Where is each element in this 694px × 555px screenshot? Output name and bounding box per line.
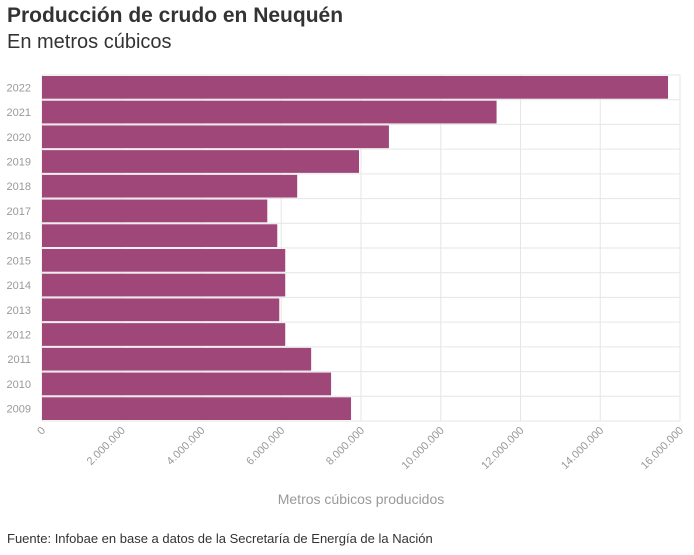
bar-2017[interactable]: [42, 199, 268, 223]
bar-2018[interactable]: [42, 174, 298, 198]
y-axis: 2022 2021 2020 2019 2018 2017 2016 2015 2014 2013…: [7, 82, 31, 415]
category-label: 2010: [7, 379, 31, 391]
category-label: 2018: [7, 181, 31, 193]
x-tick-label: 14.000.000: [559, 425, 606, 472]
x-axis: 0 2.000.000 4.000.000 6.000.000 8.000.000 10.…: [35, 425, 686, 472]
bar-2022[interactable]: [42, 76, 669, 99]
bar-2009[interactable]: [42, 397, 352, 420]
x-tick-label: 6.000.000: [244, 425, 287, 468]
source-note: Fuente: Infobae en base a datos de la Se…: [7, 531, 433, 546]
category-label: 2013: [7, 305, 31, 317]
x-tick-label: 10.000.000: [399, 425, 446, 472]
chart-subtitle: En metros cúbicos: [7, 31, 172, 53]
x-tick-label: 12.000.000: [479, 425, 526, 472]
bar-2014[interactable]: [42, 273, 286, 297]
bar-2020[interactable]: [42, 125, 389, 149]
chart-title: Producción de crudo en Neuquén: [7, 4, 344, 27]
x-tick-label: 8.000.000: [324, 425, 367, 468]
x-tick-label: 16.000.000: [639, 425, 686, 472]
x-axis-title: Metros cúbicos producidos: [278, 491, 445, 507]
category-label: 2017: [7, 206, 31, 218]
category-label: 2020: [7, 132, 31, 144]
x-tick-label: 2.000.000: [85, 425, 128, 468]
category-label: 2012: [7, 330, 31, 342]
category-label: 2016: [7, 231, 31, 243]
bar-2021[interactable]: [42, 100, 497, 124]
bars: [42, 76, 669, 420]
bar-2011[interactable]: [42, 347, 312, 371]
bar-2015[interactable]: [42, 249, 286, 272]
bar-2019[interactable]: [42, 150, 360, 173]
bar-2013[interactable]: [42, 298, 280, 322]
x-tick-label: 0: [35, 425, 48, 438]
bar-2012[interactable]: [42, 323, 286, 346]
grid: [41, 74, 681, 422]
category-label: 2011: [7, 354, 31, 366]
bar-chart: 2022 2021 2020 2019 2018 2017 2016 2015 2014 2013…: [7, 74, 686, 507]
category-label: 2015: [7, 255, 31, 267]
category-label: 2022: [7, 82, 31, 94]
category-label: 2019: [7, 157, 31, 169]
category-label: 2009: [7, 404, 31, 416]
x-tick-label: 4.000.000: [165, 425, 208, 468]
bar-2016[interactable]: [42, 224, 278, 247]
category-label: 2021: [7, 107, 31, 119]
category-label: 2014: [7, 280, 31, 292]
bar-2010[interactable]: [42, 372, 332, 396]
